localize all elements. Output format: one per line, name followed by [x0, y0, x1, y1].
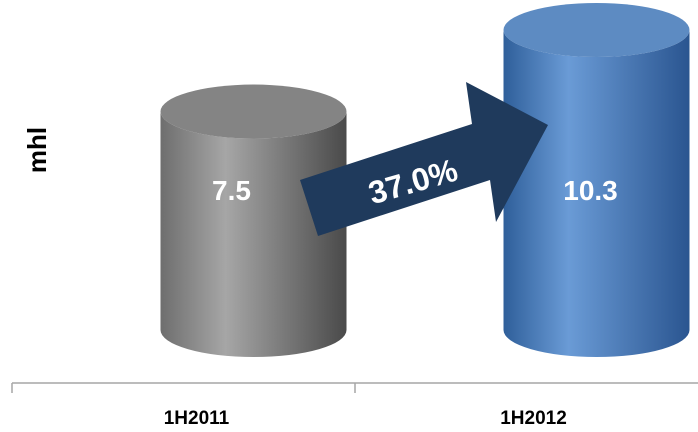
- category-labels: 1H2011 1H2012: [164, 408, 567, 429]
- growth-arrow-shape: [300, 82, 548, 236]
- bar-1H2012: [503, 3, 690, 357]
- bar-body: [503, 30, 690, 357]
- bar-top: [503, 3, 690, 57]
- category-label: 1H2011: [164, 408, 230, 429]
- bar-top: [160, 84, 347, 139]
- y-axis-label: mhl: [22, 127, 52, 173]
- growth-arrow: 37.0%: [300, 82, 548, 236]
- value-labels: 7.5 10.3: [212, 175, 618, 206]
- value-label: 10.3: [563, 175, 618, 206]
- bar-body: [160, 111, 347, 357]
- value-label: 7.5: [212, 175, 251, 206]
- category-label: 1H2012: [500, 408, 567, 429]
- bar-1H2011: [160, 84, 347, 357]
- bars: [160, 3, 690, 357]
